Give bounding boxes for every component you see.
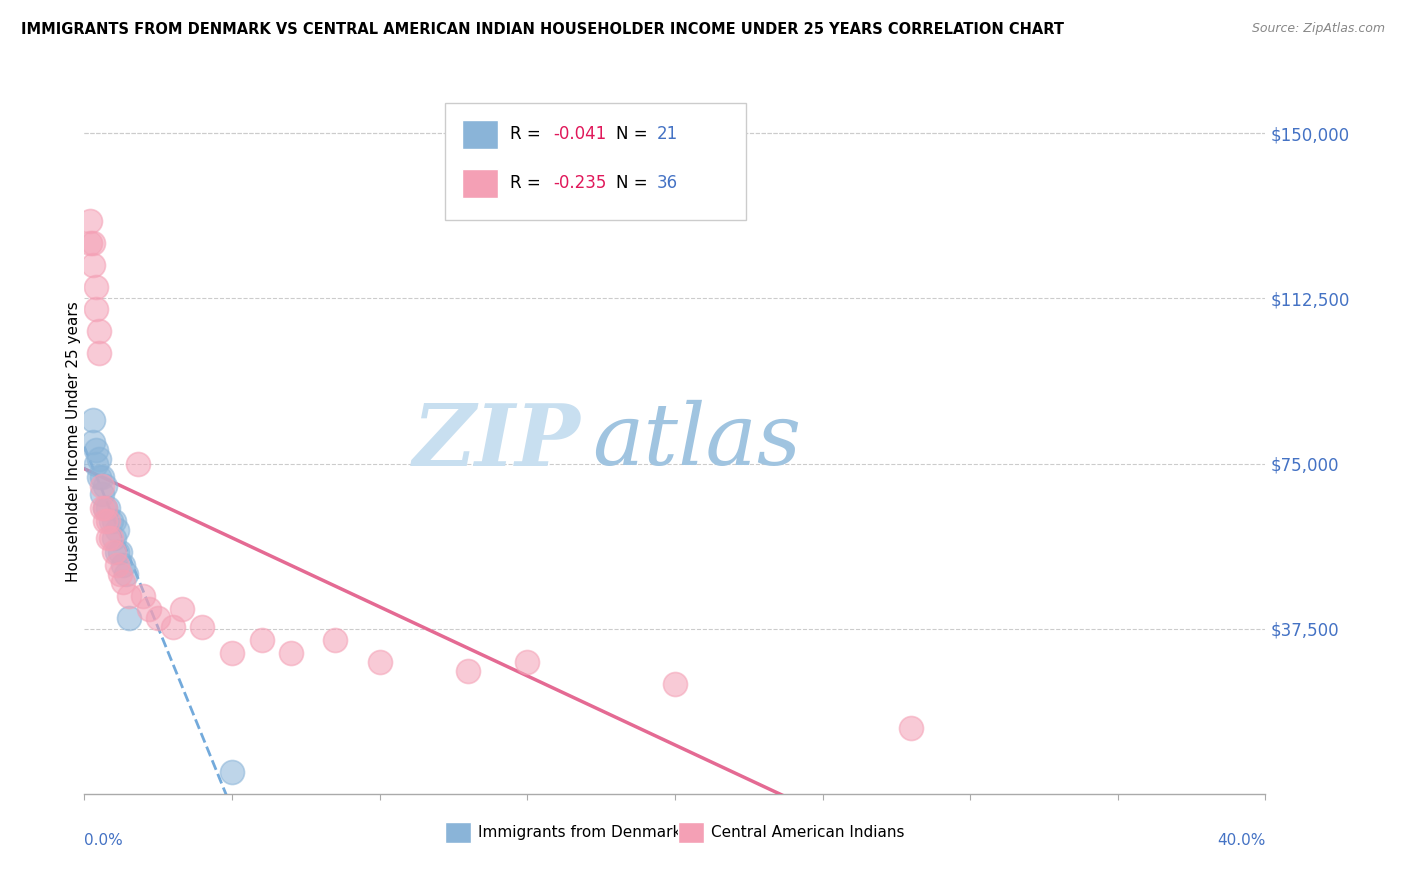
Text: 21: 21 [657,125,679,143]
Point [108,566,131,581]
Point [111,575,134,590]
Point [148,610,170,624]
Point [325,632,347,647]
Point [91,500,114,515]
Point [91,469,114,483]
Text: ZIP: ZIP [412,400,581,483]
Point [108,544,131,558]
FancyBboxPatch shape [444,822,471,843]
Point [118,589,141,603]
Text: R =: R = [509,125,546,143]
Point [191,619,214,633]
Point [84,457,107,471]
FancyBboxPatch shape [463,120,498,149]
Y-axis label: Householder Income Under 25 years: Householder Income Under 25 years [66,301,80,582]
Text: N =: N = [616,125,652,143]
Point [97,532,120,546]
Point [103,532,125,546]
Point [162,619,184,633]
Point [84,302,107,317]
Point [82,259,104,273]
Point [105,523,128,537]
Text: -0.041: -0.041 [553,125,606,143]
Point [105,558,128,572]
Point [87,452,111,467]
Text: Source: ZipAtlas.com: Source: ZipAtlas.com [1251,22,1385,36]
Point [114,566,136,581]
Point [664,677,686,691]
Point [100,532,122,546]
Point [82,434,104,449]
FancyBboxPatch shape [463,169,498,198]
Point [368,655,391,669]
Point [87,325,111,339]
Point [170,602,193,616]
Point [111,558,134,572]
Point [250,632,273,647]
Point [84,443,107,458]
Point [87,346,111,360]
Text: R =: R = [509,174,546,192]
Point [118,610,141,624]
Text: N =: N = [616,174,652,192]
Point [103,514,125,528]
Point [94,478,117,492]
Text: Immigrants from Denmark: Immigrants from Denmark [478,825,681,840]
Point [105,544,128,558]
Point [221,646,243,660]
Point [127,457,149,471]
Point [94,514,117,528]
Point [82,236,104,251]
Text: -0.235: -0.235 [553,174,606,192]
Point [97,500,120,515]
Point [516,655,538,669]
Point [100,514,122,528]
Text: 40.0%: 40.0% [1218,832,1265,847]
Point [91,487,114,501]
Point [138,602,160,616]
Text: IMMIGRANTS FROM DENMARK VS CENTRAL AMERICAN INDIAN HOUSEHOLDER INCOME UNDER 25 Y: IMMIGRANTS FROM DENMARK VS CENTRAL AMERI… [21,22,1064,37]
Point [79,236,101,251]
Point [900,721,922,735]
Point [87,469,111,483]
Point [280,646,302,660]
FancyBboxPatch shape [679,822,704,843]
FancyBboxPatch shape [444,103,745,219]
Point [94,500,117,515]
Point [79,214,101,228]
Point [84,280,107,294]
Point [221,764,243,779]
Text: 36: 36 [657,174,678,192]
Point [91,478,114,492]
Point [94,500,117,515]
Text: atlas: atlas [592,401,801,483]
Point [132,589,155,603]
Text: 0.0%: 0.0% [84,832,124,847]
Text: Central American Indians: Central American Indians [711,825,905,840]
Point [103,544,125,558]
Point [82,412,104,426]
Point [97,514,120,528]
Point [457,664,479,678]
